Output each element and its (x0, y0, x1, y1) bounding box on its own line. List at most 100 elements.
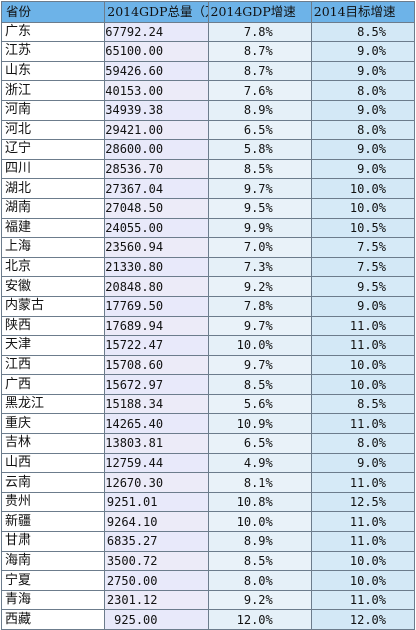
target-growth-cell: 10.0% (310, 178, 416, 199)
gdp-growth-cell: 8.9% (207, 99, 312, 121)
gdp-total-cell: 21330.80 (104, 256, 209, 278)
table-row: 安徽 20848.80 9.2% 9.5% (0, 276, 416, 297)
province-cell: 辽宁 (0, 139, 106, 160)
province-cell: 黑龙江 (0, 393, 106, 415)
gdp-growth-cell: 10.0% (207, 511, 312, 533)
gdp-total-cell: 59426.60 (104, 60, 209, 82)
target-growth-cell: 9.0% (310, 60, 416, 82)
target-growth-cell: 11.0% (310, 315, 416, 337)
target-growth-cell: 10.0% (310, 550, 416, 572)
target-growth-cell: 10.0% (310, 374, 416, 395)
gdp-total-cell: 20848.80 (104, 276, 209, 297)
gdp-total-cell: 29421.00 (104, 119, 209, 141)
target-growth-cell: 9.0% (310, 41, 416, 62)
table-row: 河南 34939.38 8.9% 9.0% (0, 99, 416, 121)
gdp-total-cell: 15708.60 (104, 354, 209, 376)
target-growth-cell: 9.0% (310, 99, 416, 121)
target-growth-cell: 9.0% (310, 139, 416, 160)
table-row: 江西 15708.60 9.7% 10.0% (0, 354, 416, 376)
target-growth-cell: 9.0% (310, 158, 416, 180)
gdp-total-cell: 40153.00 (104, 80, 209, 101)
gdp-total-cell: 27367.04 (104, 178, 209, 199)
province-cell: 重庆 (0, 413, 106, 435)
target-growth-cell: 10.0% (310, 354, 416, 376)
table-row: 海南 3500.72 8.5% 10.0% (0, 550, 416, 572)
gdp-growth-cell: 8.5% (207, 374, 312, 395)
gdp-growth-cell: 6.5% (207, 433, 312, 454)
target-growth-cell: 9.0% (310, 295, 416, 317)
gdp-growth-cell: 8.1% (207, 472, 312, 493)
province-cell: 新疆 (0, 511, 106, 533)
target-growth-cell: 8.5% (310, 21, 416, 43)
province-cell: 海南 (0, 550, 106, 572)
table-row: 山西 12759.44 4.9% 9.0% (0, 452, 416, 474)
gdp-total-cell: 15722.47 (104, 335, 209, 356)
gdp-total-cell: 23560.94 (104, 237, 209, 258)
target-growth-cell: 8.5% (310, 393, 416, 415)
table-row: 浙江 40153.00 7.6% 8.0% (0, 80, 416, 101)
table-row: 黑龙江 15188.34 5.6% 8.5% (0, 393, 416, 415)
gdp-total-cell: 13803.81 (104, 433, 209, 454)
table-row: 上海 23560.94 7.0% 7.5% (0, 237, 416, 258)
gdp-growth-cell: 9.2% (207, 589, 312, 611)
target-growth-cell: 10.5% (310, 217, 416, 239)
target-growth-cell: 11.0% (310, 589, 416, 611)
table-row: 福建 24055.00 9.9% 10.5% (0, 217, 416, 239)
gdp-total-cell: 28536.70 (104, 158, 209, 180)
table-row: 贵州 9251.01 10.8% 12.5% (0, 491, 416, 513)
gdp-total-cell: 2750.00 (104, 570, 209, 591)
table-row: 甘肃 6835.27 8.9% 11.0% (0, 531, 416, 552)
province-cell: 贵州 (0, 491, 106, 513)
gdp-growth-cell: 9.7% (207, 354, 312, 376)
province-cell: 浙江 (0, 80, 106, 101)
province-cell: 湖南 (0, 197, 106, 219)
target-growth-cell: 9.0% (310, 452, 416, 474)
gdp-total-cell: 67792.24 (104, 21, 209, 43)
target-growth-cell: 11.0% (310, 413, 416, 435)
gdp-total-cell: 28600.00 (104, 139, 209, 160)
province-cell: 宁夏 (0, 570, 106, 591)
gdp-total-cell: 12759.44 (104, 452, 209, 474)
header-target-growth: 2014目标增速 (310, 1, 416, 23)
table-row: 云南 12670.30 8.1% 11.0% (0, 472, 416, 493)
target-growth-cell: 11.0% (310, 472, 416, 493)
header-province: 省份 (0, 1, 106, 23)
gdp-growth-cell: 7.3% (207, 256, 312, 278)
gdp-growth-cell: 10.0% (207, 335, 312, 356)
target-growth-cell: 10.0% (310, 197, 416, 219)
table-row: 陕西 17689.94 9.7% 11.0% (0, 315, 416, 337)
gdp-total-cell: 27048.50 (104, 197, 209, 219)
gdp-total-cell: 6835.27 (104, 531, 209, 552)
gdp-total-cell: 34939.38 (104, 99, 209, 121)
gdp-growth-cell: 12.0% (207, 609, 312, 630)
province-cell: 内蒙古 (0, 295, 106, 317)
gdp-growth-cell: 7.8% (207, 295, 312, 317)
province-cell: 四川 (0, 158, 106, 180)
target-growth-cell: 11.0% (310, 335, 416, 356)
table-row: 吉林 13803.81 6.5% 8.0% (0, 433, 416, 454)
gdp-growth-cell: 9.7% (207, 178, 312, 199)
target-growth-cell: 7.5% (310, 256, 416, 278)
table-row: 青海 2301.12 9.2% 11.0% (0, 589, 416, 611)
province-cell: 山东 (0, 60, 106, 82)
province-cell: 河北 (0, 119, 106, 141)
gdp-growth-cell: 5.8% (207, 139, 312, 160)
gdp-total-cell: 12670.30 (104, 472, 209, 493)
gdp-growth-cell: 8.7% (207, 60, 312, 82)
table-row: 广西 15672.97 8.5% 10.0% (0, 374, 416, 395)
province-cell: 青海 (0, 589, 106, 611)
table-row: 新疆 9264.10 10.0% 11.0% (0, 511, 416, 533)
province-cell: 山西 (0, 452, 106, 474)
province-cell: 北京 (0, 256, 106, 278)
target-growth-cell: 8.0% (310, 433, 416, 454)
province-cell: 上海 (0, 237, 106, 258)
gdp-growth-cell: 8.0% (207, 570, 312, 591)
table-row: 广东 67792.24 7.8% 8.5% (0, 21, 416, 43)
table-row: 天津 15722.47 10.0% 11.0% (0, 335, 416, 356)
table-row: 重庆 14265.40 10.9% 11.0% (0, 413, 416, 435)
province-cell: 广西 (0, 374, 106, 395)
province-cell: 江苏 (0, 41, 106, 62)
province-cell: 陕西 (0, 315, 106, 337)
gdp-total-cell: 15188.34 (104, 393, 209, 415)
